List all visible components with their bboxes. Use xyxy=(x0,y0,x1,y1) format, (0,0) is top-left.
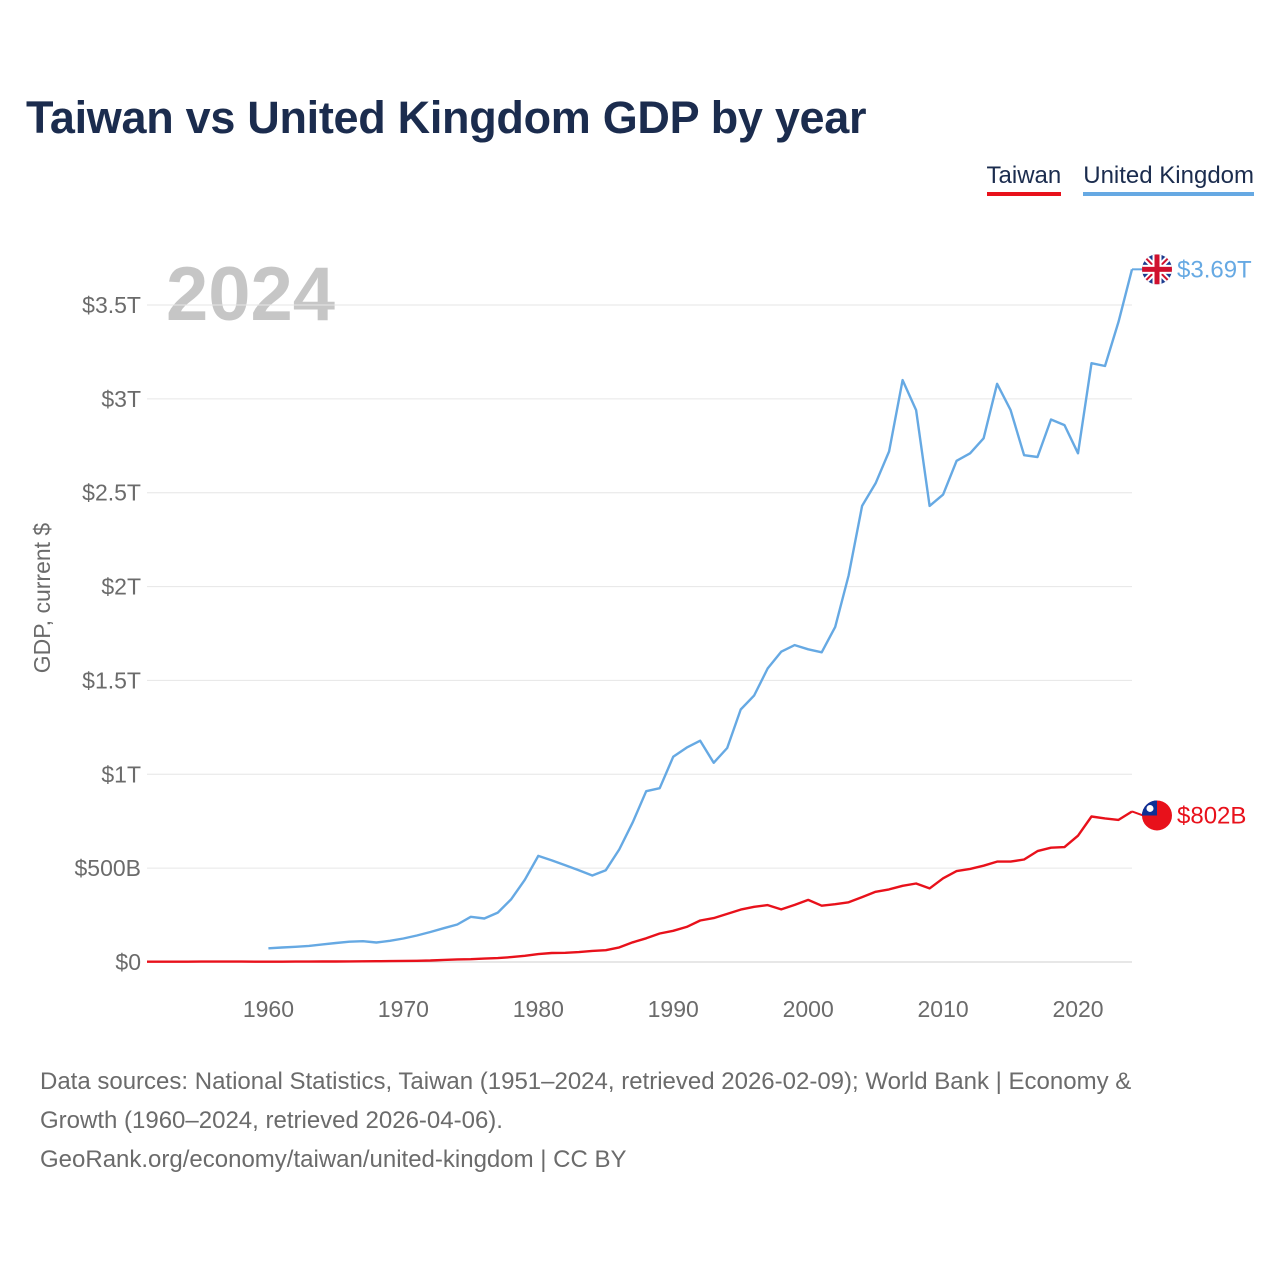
x-tick-label: 2000 xyxy=(783,996,834,1022)
x-tick-label: 1980 xyxy=(513,996,564,1022)
legend-item-united-kingdom[interactable]: United Kingdom xyxy=(1083,162,1254,196)
legend-item-taiwan[interactable]: Taiwan xyxy=(986,162,1062,196)
taiwan-flag-icon xyxy=(1142,800,1172,831)
y-tick-label: $1.5T xyxy=(82,667,141,693)
x-tick-label: 1960 xyxy=(243,996,294,1022)
y-axis-title: GDP, current $ xyxy=(29,523,55,674)
y-tick-label: $3T xyxy=(101,386,141,412)
end-value-label-united-kingdom: $3.69T xyxy=(1177,256,1252,283)
y-tick-label: $2.5T xyxy=(82,480,141,506)
x-tick-label: 1990 xyxy=(648,996,699,1022)
end-connector xyxy=(1131,810,1144,817)
x-tick-label: 2010 xyxy=(918,996,969,1022)
x-tick-label: 2020 xyxy=(1052,996,1103,1022)
y-tick-label: $2T xyxy=(101,574,141,600)
series-line-united-kingdom xyxy=(268,269,1134,950)
source-line-2: Growth (1960–2024, retrieved 2026-04-06)… xyxy=(40,1107,503,1134)
y-tick-label: $1T xyxy=(101,761,141,787)
year-watermark: 2024 xyxy=(166,252,335,337)
source-line-1: Data sources: National Statistics, Taiwa… xyxy=(40,1068,1132,1095)
x-tick-label: 1970 xyxy=(378,996,429,1022)
source-url-line: GeoRank.org/economy/taiwan/united-kingdo… xyxy=(40,1146,627,1173)
end-value-label-taiwan: $802B xyxy=(1177,802,1246,829)
y-tick-label: $500B xyxy=(74,855,141,881)
y-tick-label: $0 xyxy=(115,949,141,975)
legend: Taiwan United Kingdom xyxy=(986,162,1254,196)
page-title: Taiwan vs United Kingdom GDP by year xyxy=(26,92,867,143)
gdp-line-chart: 2024 $0 $500B $1T $1.5T $2T $2.5T $3T $3.5T 1960 1… xyxy=(29,252,1252,1022)
y-tick-label: $3.5T xyxy=(82,292,141,318)
series-line-taiwan xyxy=(147,810,1133,963)
united-kingdom-flag-icon xyxy=(1142,254,1172,285)
data-sources-note: Data sources: National Statistics, Taiwa… xyxy=(40,1062,1240,1179)
